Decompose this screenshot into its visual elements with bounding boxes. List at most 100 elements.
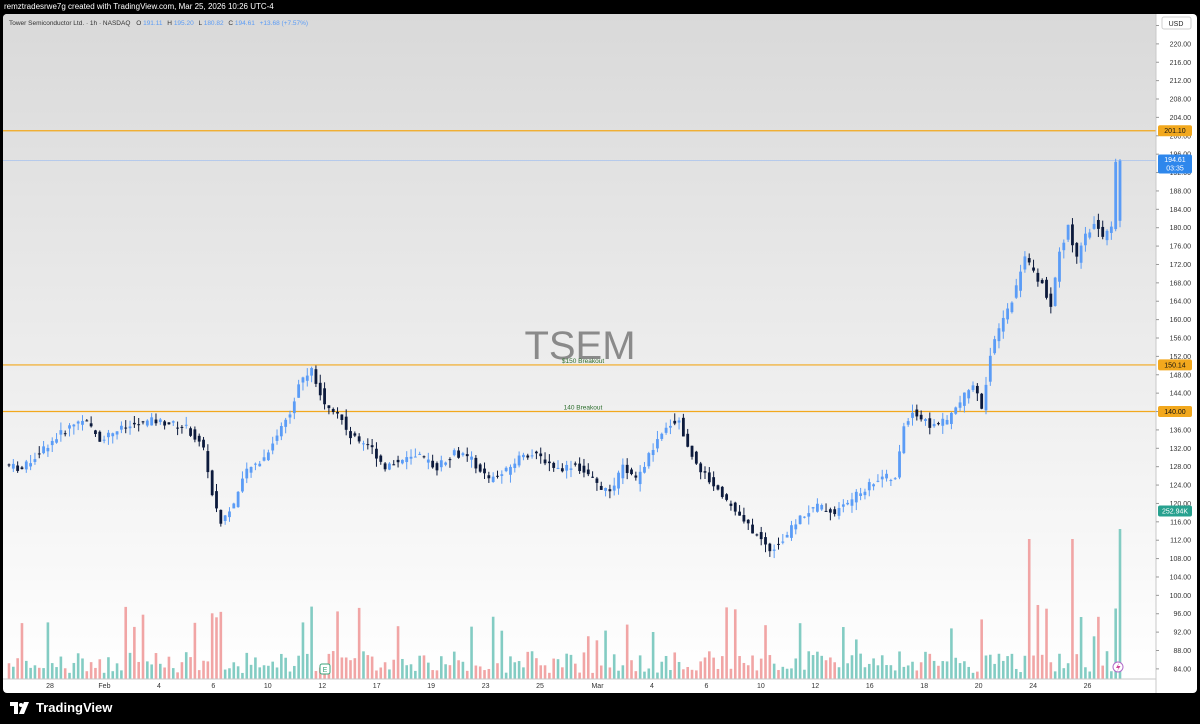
volume-bar [383, 662, 387, 679]
x-tick-label: 12 [811, 683, 819, 690]
y-tick-label: 176.00 [1170, 244, 1192, 251]
candle-body [124, 427, 128, 429]
candle-body [163, 421, 167, 426]
legend-low-label: L [199, 20, 203, 27]
volume-bar [1114, 608, 1117, 679]
level-price-tag-label: 201.10 [1164, 128, 1186, 135]
candle-body [798, 515, 802, 525]
y-tick-label: 100.00 [1170, 593, 1192, 600]
volume-bar [344, 657, 348, 679]
candle-body [193, 429, 197, 440]
candle-body [344, 416, 348, 430]
candle-body [1079, 245, 1083, 263]
candle-body [846, 502, 850, 505]
volume-bar [1084, 667, 1087, 679]
candle-body [266, 452, 270, 461]
volume-bar [478, 666, 482, 679]
candle-body [288, 414, 292, 418]
legend-high: 195.20 [174, 20, 194, 27]
candle-body [1066, 224, 1070, 240]
time-axis[interactable]: 28 Feb 4 6 10 12 17 19 23 25 Mar 4 6 10 12 16 18 20 24 26 [46, 683, 1091, 690]
candle-body [314, 369, 318, 384]
volume-bar [401, 658, 404, 679]
volume-bar [604, 630, 607, 679]
candle-body [1062, 242, 1066, 251]
volume-bar [20, 623, 24, 679]
candle-body [275, 435, 279, 441]
candle-body [880, 476, 884, 480]
candle-body [388, 463, 391, 470]
price-axis[interactable]: 224.00220.00216.00212.00208.00204.00200.… [1156, 23, 1191, 673]
candle-body [690, 445, 694, 457]
volume-bar [1019, 672, 1022, 679]
candle-body [128, 426, 132, 429]
volume-bar [837, 667, 841, 679]
last-price-countdown: 03:35 [1166, 166, 1184, 173]
candle-body [1058, 251, 1061, 282]
volume-bar [1118, 529, 1122, 679]
volume-bar [759, 658, 763, 679]
candle-body [872, 484, 875, 487]
y-tick-label: 208.00 [1170, 97, 1192, 104]
volume-bar [686, 667, 690, 679]
volume-bar [785, 668, 789, 679]
volume-bar [249, 664, 253, 679]
volume-bar [55, 667, 58, 679]
candle-body [703, 471, 707, 473]
y-tick-label: 200.00 [1170, 133, 1192, 140]
candle-body [483, 468, 486, 474]
candle-body [984, 384, 988, 411]
volume-bar [854, 639, 858, 679]
x-tick-label: 18 [920, 683, 928, 690]
volume-bar [12, 666, 15, 679]
candle-body [491, 476, 495, 482]
volume-bar [128, 652, 132, 679]
candle-body [448, 459, 452, 461]
candle-body [997, 328, 1001, 342]
volume-bar [245, 652, 249, 679]
horizontal-levels: $150 Breakout 140 Breakout [3, 130, 1156, 413]
volume-bar [305, 653, 309, 679]
volume-bar [924, 651, 927, 679]
y-tick-label: 184.00 [1170, 207, 1192, 214]
candle-body [465, 454, 469, 457]
volume-bar [699, 661, 702, 679]
volume-bar [24, 660, 28, 679]
y-tick-label: 96.00 [1173, 611, 1191, 618]
earnings-icon[interactable]: E [319, 663, 331, 675]
volume-bar [102, 672, 106, 679]
legend-symbol: Tower Semiconductor Ltd. · 1h · NASDAQ [9, 20, 130, 27]
volume-bar [115, 663, 119, 679]
candle-body [911, 412, 914, 418]
volume-bar [215, 617, 218, 679]
candle-body [643, 466, 646, 473]
x-tick-label: 26 [1084, 683, 1092, 690]
candle-body [993, 339, 997, 354]
candle-body [781, 541, 785, 543]
volume-bar [526, 651, 530, 679]
last-price-tag [1158, 154, 1192, 174]
level-price-tag [1158, 406, 1192, 418]
candle-body [539, 453, 543, 457]
candle-body [522, 454, 525, 458]
candle-body [72, 424, 76, 427]
volume-bar [133, 626, 136, 679]
x-tick-label: 28 [46, 683, 54, 690]
volume-bar [228, 668, 231, 679]
volume-bar [1088, 671, 1092, 679]
x-tick-label: Feb [98, 683, 110, 690]
volume-bar [1105, 651, 1109, 679]
candle-body [336, 411, 339, 414]
x-tick-label: 10 [757, 683, 765, 690]
y-tick-label: 212.00 [1170, 78, 1192, 85]
volume-bar [150, 664, 153, 679]
candle-body [98, 431, 102, 442]
volume-bar [915, 670, 919, 679]
volume-bar [950, 628, 953, 679]
candle-body [526, 455, 530, 458]
volume-bar [284, 657, 287, 679]
alert-icon[interactable] [1112, 661, 1124, 673]
currency-button[interactable] [1161, 16, 1192, 30]
volume-bar [621, 665, 625, 679]
